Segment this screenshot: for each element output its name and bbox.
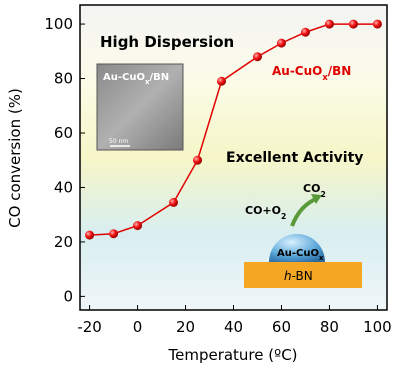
marker: [217, 77, 226, 86]
annotation-part: x: [319, 254, 324, 262]
annotation-part: 50 nm: [109, 138, 128, 145]
annotation: h-BN: [284, 269, 313, 283]
y-axis-label: CO conversion (%): [6, 88, 24, 228]
annotation-part: h: [284, 269, 292, 283]
y-tick-label: 100: [44, 15, 73, 33]
annotation-part: /BN: [149, 72, 169, 83]
x-tick-label: -20: [77, 318, 102, 336]
x-tick-label: 40: [224, 318, 243, 336]
y-tick-label: 80: [54, 70, 73, 88]
marker: [85, 231, 94, 240]
x-tick-label: 0: [133, 318, 143, 336]
marker: [193, 156, 202, 165]
annotation: 50 nm: [109, 138, 128, 145]
y-tick-label: 40: [54, 178, 73, 196]
marker: [109, 229, 118, 238]
annotation-part: /BN: [328, 64, 352, 78]
marker: [133, 221, 142, 230]
annotation: Excellent Activity: [226, 150, 363, 166]
x-tick-label: 100: [363, 318, 392, 336]
annotation-part: -BN: [292, 269, 313, 283]
marker: [373, 20, 382, 29]
annotation: High Dispersion: [100, 33, 234, 51]
x-tick-label: 20: [176, 318, 195, 336]
marker: [253, 52, 262, 61]
x-tick-label: 60: [272, 318, 291, 336]
chart: Temperature (ºC) CO conversion (%) 02040…: [0, 0, 395, 367]
x-axis-label: Temperature (ºC): [167, 346, 297, 364]
annotation-part: Au-CuO: [103, 72, 145, 83]
annotation-part: High Dispersion: [100, 33, 234, 51]
y-tick-label: 0: [63, 287, 73, 305]
y-tick-label: 60: [54, 124, 73, 142]
annotation-part: CO+O: [245, 204, 281, 217]
annotation-part: Excellent Activity: [226, 150, 363, 166]
x-tick-label: 80: [320, 318, 339, 336]
marker: [325, 20, 334, 29]
annotation-part: Au-CuO: [272, 64, 322, 78]
annotation-part: Au-CuO: [277, 248, 319, 259]
annotation-part: 2: [281, 212, 286, 221]
y-tick-label: 20: [54, 233, 73, 251]
marker: [277, 39, 286, 48]
marker: [301, 28, 310, 37]
marker: [349, 20, 358, 29]
annotation-part: 2: [320, 190, 325, 199]
annotation-part: CO: [303, 182, 320, 195]
marker: [169, 198, 178, 207]
